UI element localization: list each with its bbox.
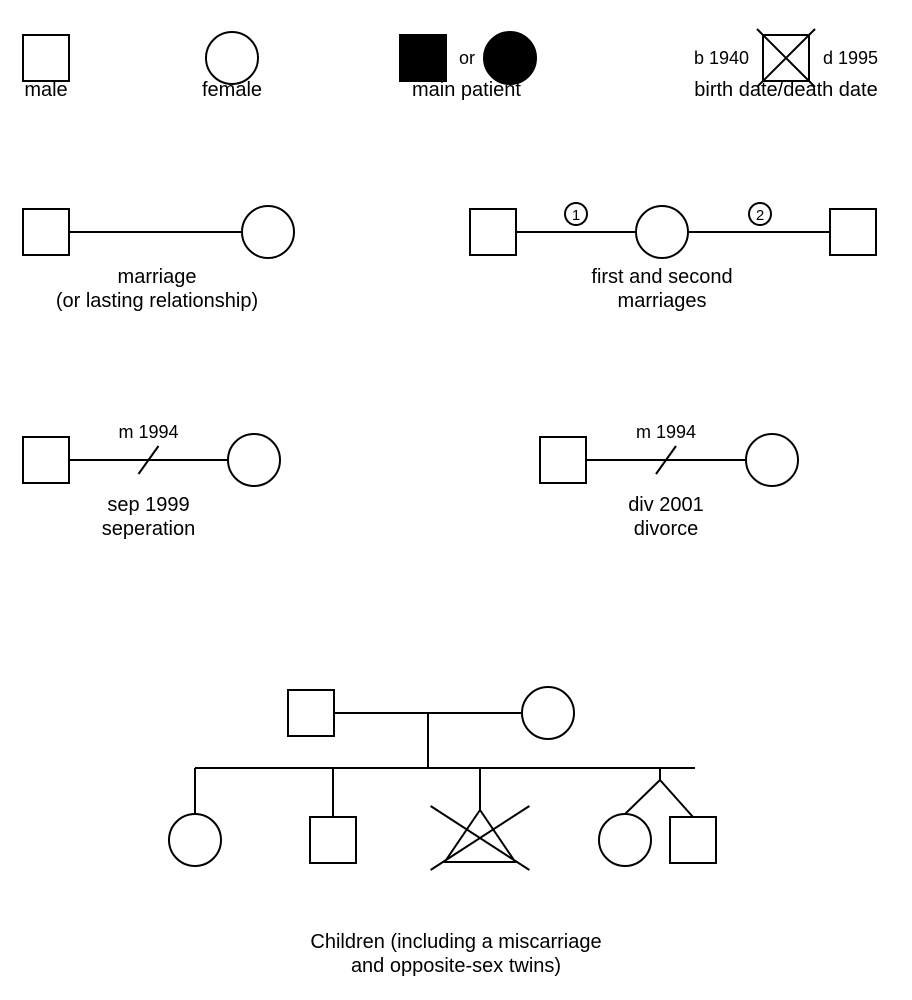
birth-death-label: birth date/death date (694, 79, 877, 101)
female-symbol (206, 32, 258, 84)
twin-female (599, 814, 651, 866)
marriage-label-1: marriage (118, 266, 197, 288)
male-symbol (23, 35, 69, 81)
mm-male-1 (470, 209, 516, 255)
divorce-male (540, 437, 586, 483)
separation-label-2: seperation (102, 518, 195, 540)
main-patient-square (400, 35, 446, 81)
birth-label: b 1940 (694, 48, 749, 68)
children-label-1: Children (including a miscarriage (310, 931, 601, 953)
mm-num1: 1 (572, 207, 580, 224)
marriage-male (23, 209, 69, 255)
mm-num2: 2 (756, 207, 764, 224)
twin-male (670, 817, 716, 863)
separation-male (23, 437, 69, 483)
twin-line-2 (660, 780, 693, 817)
female-label: female (202, 79, 262, 101)
mm-label-1: first and second (591, 266, 732, 288)
death-label: d 1995 (823, 48, 878, 68)
mm-male-2 (830, 209, 876, 255)
family-mother (522, 687, 574, 739)
separation-top-label: m 1994 (118, 422, 178, 442)
child-2-male (310, 817, 356, 863)
family-father (288, 690, 334, 736)
male-label: male (24, 79, 67, 101)
or-label: or (459, 48, 475, 68)
separation-label-1: sep 1999 (107, 494, 189, 516)
marriage-female (242, 206, 294, 258)
marriage-label-2: (or lasting relationship) (56, 290, 258, 312)
divorce-top-label: m 1994 (636, 422, 696, 442)
mm-female (636, 206, 688, 258)
divorce-label-1: div 2001 (628, 494, 704, 516)
main-patient-label: main patient (412, 79, 521, 101)
genogram-legend-diagram: male female or main patient b 1940 d 1995 birt… (0, 0, 912, 1000)
divorce-female (746, 434, 798, 486)
separation-female (228, 434, 280, 486)
twin-line-1 (625, 780, 660, 814)
mm-label-2: marriages (618, 290, 707, 312)
main-patient-circle (484, 32, 536, 84)
child-1-female (169, 814, 221, 866)
children-label-2: and opposite-sex twins) (351, 955, 561, 977)
divorce-label-2: divorce (634, 518, 698, 540)
